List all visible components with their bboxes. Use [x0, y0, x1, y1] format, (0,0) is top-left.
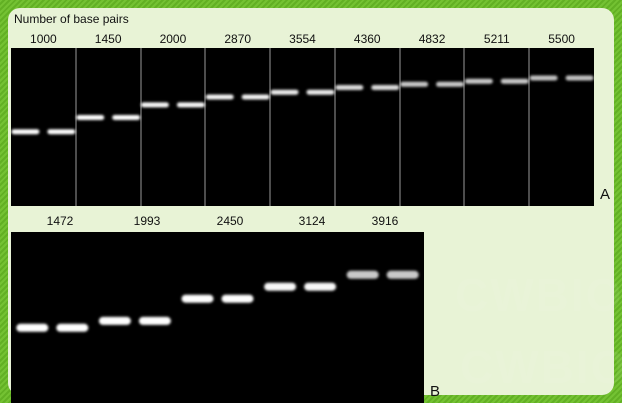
dna-band	[221, 294, 254, 303]
dna-band	[98, 316, 131, 325]
watermark: CWBIO	[460, 341, 622, 393]
dna-band	[346, 270, 379, 279]
dna-band	[371, 85, 400, 90]
size-label: 4832	[418, 32, 446, 46]
size-label: 1450	[94, 32, 122, 46]
dna-band	[56, 323, 89, 332]
dna-band	[181, 294, 214, 303]
dna-band	[176, 102, 205, 108]
size-label: 1993	[133, 214, 161, 228]
dna-band	[529, 75, 558, 81]
axis-header: Number of base pairs	[14, 12, 129, 26]
gel-image-b	[11, 232, 424, 403]
dna-band	[464, 78, 493, 84]
size-label: 2450	[216, 214, 244, 228]
size-label: 5500	[548, 32, 575, 46]
size-label: 3554	[289, 32, 316, 46]
dna-band	[16, 323, 49, 332]
size-label: 1000	[30, 32, 57, 46]
size-label: 3916	[371, 214, 399, 228]
dna-band	[500, 78, 529, 84]
size-label: 3124	[298, 214, 326, 228]
dna-band	[386, 270, 419, 279]
gel-image-a	[11, 48, 594, 206]
dna-band	[306, 89, 335, 95]
dna-band	[138, 316, 171, 325]
dna-band	[436, 81, 465, 87]
watermark: CWBIO	[455, 269, 622, 321]
size-label: 2870	[224, 32, 252, 46]
dna-band	[264, 282, 297, 291]
dna-band	[304, 282, 337, 291]
dna-band	[76, 115, 105, 120]
dna-band	[140, 102, 169, 108]
dna-band	[335, 85, 364, 90]
dna-band	[565, 75, 594, 81]
size-label: 1472	[46, 214, 74, 228]
dna-band	[241, 94, 270, 100]
dna-band	[47, 129, 76, 135]
dna-band	[270, 89, 299, 95]
panel-a-label: A	[600, 186, 611, 203]
size-label: 5211	[483, 32, 510, 46]
size-label: 4360	[353, 32, 381, 46]
dna-band	[400, 81, 429, 87]
dna-band	[205, 94, 234, 100]
size-label: 2000	[159, 32, 187, 46]
dna-band	[11, 129, 40, 135]
panel-b-label: B	[430, 383, 441, 400]
dna-band	[112, 115, 141, 120]
